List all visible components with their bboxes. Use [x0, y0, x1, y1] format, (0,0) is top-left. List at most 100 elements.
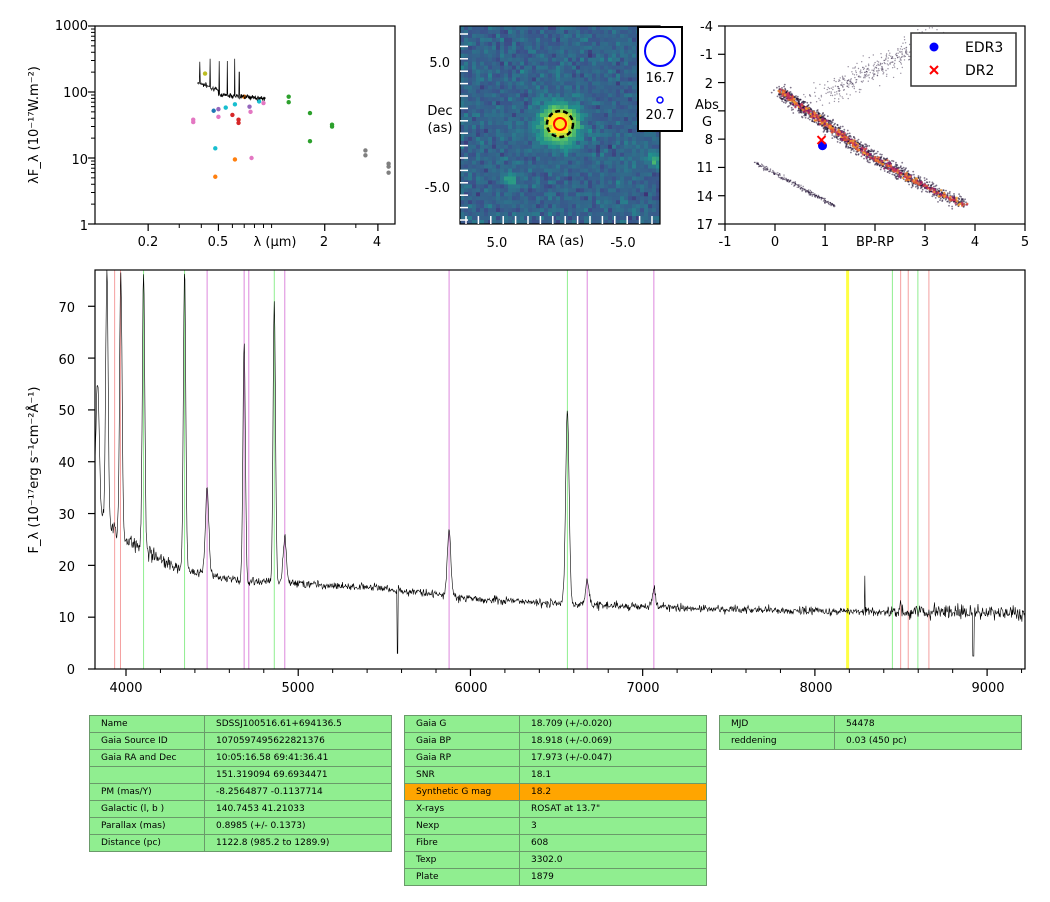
- image-pixel: [612, 105, 617, 110]
- image-pixel: [516, 93, 521, 98]
- image-pixel: [624, 57, 629, 62]
- image-pixel: [508, 49, 513, 55]
- image-pixel: [476, 73, 481, 78]
- image-pixel: [636, 192, 641, 197]
- image-pixel: [508, 37, 513, 43]
- image-ylabel: Dec: [427, 104, 452, 119]
- image-pixel: [520, 125, 525, 130]
- image-pixel: [580, 212, 585, 217]
- hr-density-dot: [914, 186, 917, 188]
- image-pixel: [596, 97, 601, 102]
- image-pixel: [628, 105, 633, 110]
- image-pixel: [564, 77, 569, 82]
- hr-density-dot: [781, 87, 783, 89]
- hr-giant-dot: [876, 75, 879, 77]
- image-pixel: [556, 61, 561, 66]
- image-pixel: [552, 212, 557, 217]
- image-pixel: [508, 73, 513, 78]
- hr-giant-dot: [881, 62, 883, 65]
- image-pixel: [612, 180, 617, 185]
- image-pixel: [572, 69, 577, 74]
- image-pixel: [544, 192, 549, 197]
- image-pixel: [544, 77, 549, 82]
- image-pixel: [596, 128, 601, 134]
- hr-giant-dot: [867, 75, 869, 77]
- image-pixel: [624, 105, 629, 110]
- image-pixel: [540, 152, 545, 157]
- image-pixel: [580, 105, 585, 110]
- hr-density-dot: [847, 145, 849, 148]
- image-pixel: [500, 113, 505, 118]
- image-pixel: [572, 156, 577, 161]
- image-pixel: [512, 192, 517, 197]
- image-pixel: [520, 144, 525, 150]
- image-pixel: [504, 61, 509, 66]
- source-marker-black: [545, 109, 575, 139]
- image-pixel: [480, 148, 485, 154]
- image-pixel: [580, 69, 585, 74]
- hr-density-dot: [923, 179, 926, 182]
- image-pixel: [540, 37, 545, 43]
- image-pixel: [560, 49, 565, 55]
- image-pixel: [496, 160, 501, 165]
- image-pixel: [524, 69, 529, 74]
- image-pixel: [544, 144, 549, 150]
- image-pixel: [544, 105, 549, 110]
- image-pixel: [632, 89, 637, 94]
- image-pixel: [484, 81, 489, 86]
- hr-density-core: [903, 175, 907, 178]
- image-pixel: [524, 113, 529, 118]
- image-pixel: [472, 117, 477, 122]
- image-pixel: [576, 93, 581, 98]
- image-pixel: [616, 61, 621, 66]
- image-pixel: [632, 117, 637, 122]
- image-pixel: [576, 184, 581, 189]
- hr-density-dot: [799, 111, 802, 114]
- image-pixel: [632, 136, 637, 142]
- image-pixel: [464, 188, 469, 193]
- hr-giant-dot: [885, 75, 888, 78]
- image-pixel: [616, 45, 621, 51]
- image-pixel: [580, 128, 585, 134]
- image-pixel: [604, 105, 609, 110]
- image-pixel: [608, 85, 613, 90]
- image-pixel: [488, 37, 493, 43]
- image-pixel: [556, 128, 561, 134]
- image-pixel: [652, 152, 657, 157]
- image-pixel: [556, 216, 561, 221]
- image-pixel: [648, 152, 653, 157]
- image-pixel: [472, 192, 477, 197]
- sed-point: [213, 146, 218, 151]
- hr-giant-dot: [852, 73, 854, 75]
- image-pixel: [596, 204, 601, 209]
- hr-giant-dot: [846, 85, 848, 88]
- image-pixel: [632, 45, 637, 51]
- image-pixel: [580, 204, 585, 209]
- image-pixel: [528, 53, 533, 58]
- image-pixel: [564, 85, 569, 90]
- image-pixel: [496, 105, 501, 110]
- image-pixel: [584, 113, 589, 118]
- image-pixel: [476, 132, 481, 138]
- image-pixel: [568, 216, 573, 221]
- image-pixel: [472, 85, 477, 90]
- image-pixel: [468, 77, 473, 82]
- image-pixel: [624, 152, 629, 157]
- image-pixel: [552, 204, 557, 209]
- image-pixel: [548, 216, 553, 221]
- image-pixel: [488, 152, 493, 157]
- image-pixel: [596, 184, 601, 189]
- image-pixel: [488, 109, 493, 114]
- image-pixel: [604, 188, 609, 193]
- image-pixel: [616, 148, 621, 154]
- image-pixel: [556, 160, 561, 165]
- image-pixel: [472, 49, 477, 55]
- hr-giant-dot: [837, 90, 840, 92]
- hr-giant-dot: [803, 93, 805, 96]
- image-pixel: [604, 101, 609, 106]
- image-pixel: [536, 69, 541, 74]
- image-pixel: [616, 81, 621, 86]
- hr-giant-dot: [834, 97, 836, 100]
- image-pixel: [600, 29, 605, 35]
- image-pixel: [492, 101, 497, 106]
